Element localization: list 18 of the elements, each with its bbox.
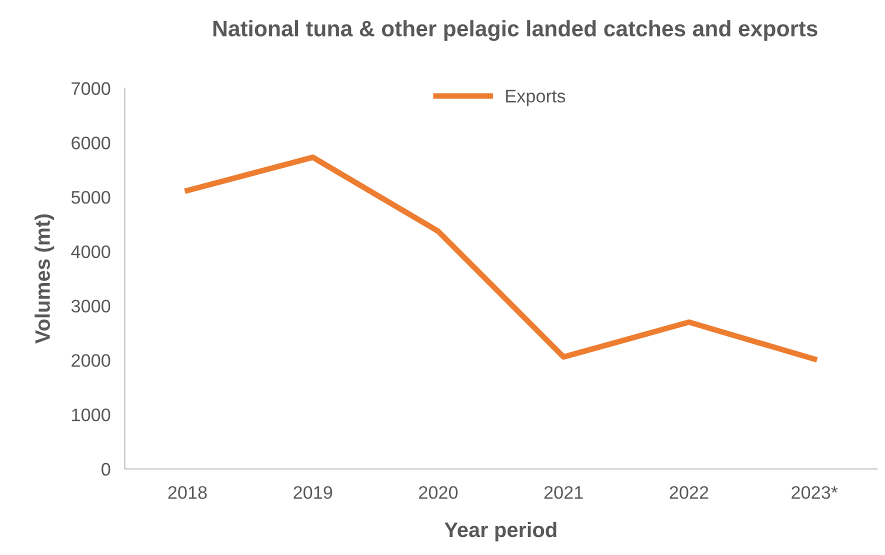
y-tick-label: 7000 [72,82,110,95]
y-tick-label: 2000 [72,354,110,367]
x-tick-label: 2018 [168,486,207,499]
x-axis-title: Year period [444,522,556,542]
y-tick-label: 3000 [71,300,110,313]
x-tick-label: 2020 [419,486,458,499]
chart-title: National tuna & other pelagic landed catches and exports [213,20,818,41]
y-tick-label: 6000 [72,136,110,150]
y-tick-label: 1000 [72,408,110,422]
y-axis-title: Volumes (mt) [34,214,54,344]
legend-label: Exports [506,90,566,106]
y-tick-label: 0 [102,462,110,476]
x-tick-label: 2021 [544,486,583,499]
y-tick-label: 4000 [71,245,110,258]
x-tick-label: 2023* [792,486,838,499]
x-tick-label: 2019 [294,486,332,499]
y-tick-label: 5000 [71,190,110,204]
x-tick-label: 2022 [670,486,708,499]
